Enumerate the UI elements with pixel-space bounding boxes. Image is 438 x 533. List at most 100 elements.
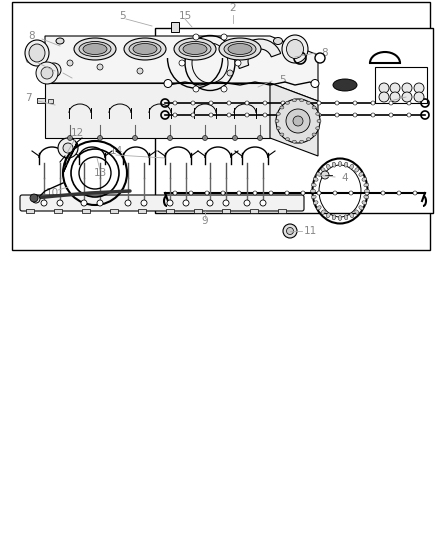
Circle shape (413, 191, 417, 195)
Circle shape (193, 34, 199, 40)
Ellipse shape (286, 138, 290, 141)
Circle shape (227, 113, 231, 117)
Circle shape (379, 92, 389, 102)
Text: 8: 8 (321, 48, 328, 58)
Ellipse shape (307, 138, 311, 141)
Circle shape (191, 101, 195, 105)
Ellipse shape (280, 106, 284, 109)
Circle shape (141, 200, 147, 206)
Text: 11: 11 (304, 226, 317, 236)
Text: 12: 12 (71, 128, 84, 138)
Circle shape (57, 200, 63, 206)
Bar (82, 209, 90, 213)
Ellipse shape (362, 177, 367, 181)
Ellipse shape (275, 119, 279, 123)
Circle shape (237, 191, 241, 195)
Circle shape (98, 135, 102, 141)
Circle shape (371, 101, 375, 105)
Text: 2: 2 (230, 3, 237, 13)
Circle shape (32, 195, 40, 203)
Ellipse shape (307, 101, 311, 104)
Circle shape (173, 101, 177, 105)
Circle shape (321, 171, 329, 179)
Circle shape (244, 200, 250, 206)
Ellipse shape (286, 39, 304, 59)
Circle shape (221, 191, 225, 195)
Circle shape (97, 64, 103, 70)
Polygon shape (45, 36, 318, 101)
Circle shape (183, 200, 189, 206)
Ellipse shape (133, 44, 157, 54)
Ellipse shape (364, 189, 370, 193)
Ellipse shape (317, 206, 321, 210)
Circle shape (315, 53, 325, 63)
Ellipse shape (300, 99, 304, 102)
Circle shape (381, 191, 385, 195)
Text: 3: 3 (415, 91, 421, 101)
Circle shape (285, 191, 289, 195)
Circle shape (63, 143, 73, 153)
Circle shape (365, 191, 369, 195)
Ellipse shape (350, 213, 353, 217)
Circle shape (299, 113, 303, 117)
Text: 15: 15 (178, 11, 192, 21)
Circle shape (133, 135, 138, 141)
Text: 7: 7 (25, 93, 31, 103)
Text: 14: 14 (110, 146, 123, 156)
Circle shape (81, 200, 87, 206)
Circle shape (209, 101, 213, 105)
Bar (110, 209, 118, 213)
Ellipse shape (312, 133, 316, 136)
Ellipse shape (280, 133, 284, 136)
Circle shape (286, 228, 293, 235)
Ellipse shape (282, 35, 308, 63)
Circle shape (173, 191, 177, 195)
Circle shape (193, 86, 199, 92)
Ellipse shape (276, 127, 280, 130)
Circle shape (209, 113, 213, 117)
Ellipse shape (350, 164, 353, 169)
Circle shape (173, 113, 177, 117)
Circle shape (191, 113, 195, 117)
Ellipse shape (313, 177, 318, 181)
Circle shape (317, 113, 321, 117)
Ellipse shape (364, 183, 369, 187)
Ellipse shape (29, 44, 45, 62)
Circle shape (414, 83, 424, 93)
Ellipse shape (362, 201, 367, 205)
Circle shape (390, 83, 400, 93)
Circle shape (402, 92, 412, 102)
Bar (12, 2, 430, 250)
Circle shape (390, 92, 400, 102)
Circle shape (167, 200, 173, 206)
Ellipse shape (56, 38, 64, 44)
Circle shape (269, 191, 273, 195)
Circle shape (221, 34, 227, 40)
Circle shape (245, 113, 249, 117)
Circle shape (353, 113, 357, 117)
Circle shape (293, 116, 303, 126)
Circle shape (311, 79, 319, 87)
Ellipse shape (224, 42, 256, 56)
Ellipse shape (313, 201, 318, 205)
Ellipse shape (79, 42, 111, 56)
Circle shape (179, 60, 185, 66)
Circle shape (207, 200, 213, 206)
Bar (375, 67, 427, 103)
Ellipse shape (74, 38, 116, 60)
Ellipse shape (338, 215, 342, 221)
Circle shape (167, 135, 173, 141)
Circle shape (263, 113, 267, 117)
Ellipse shape (355, 168, 359, 172)
Circle shape (276, 99, 320, 143)
Text: 5: 5 (52, 66, 58, 76)
Circle shape (281, 101, 285, 105)
Ellipse shape (292, 99, 297, 102)
Circle shape (281, 113, 285, 117)
Bar (171, 22, 179, 32)
Ellipse shape (228, 44, 252, 54)
Ellipse shape (276, 112, 280, 115)
Text: 5: 5 (119, 11, 125, 21)
Bar (222, 209, 230, 213)
Circle shape (371, 113, 375, 117)
